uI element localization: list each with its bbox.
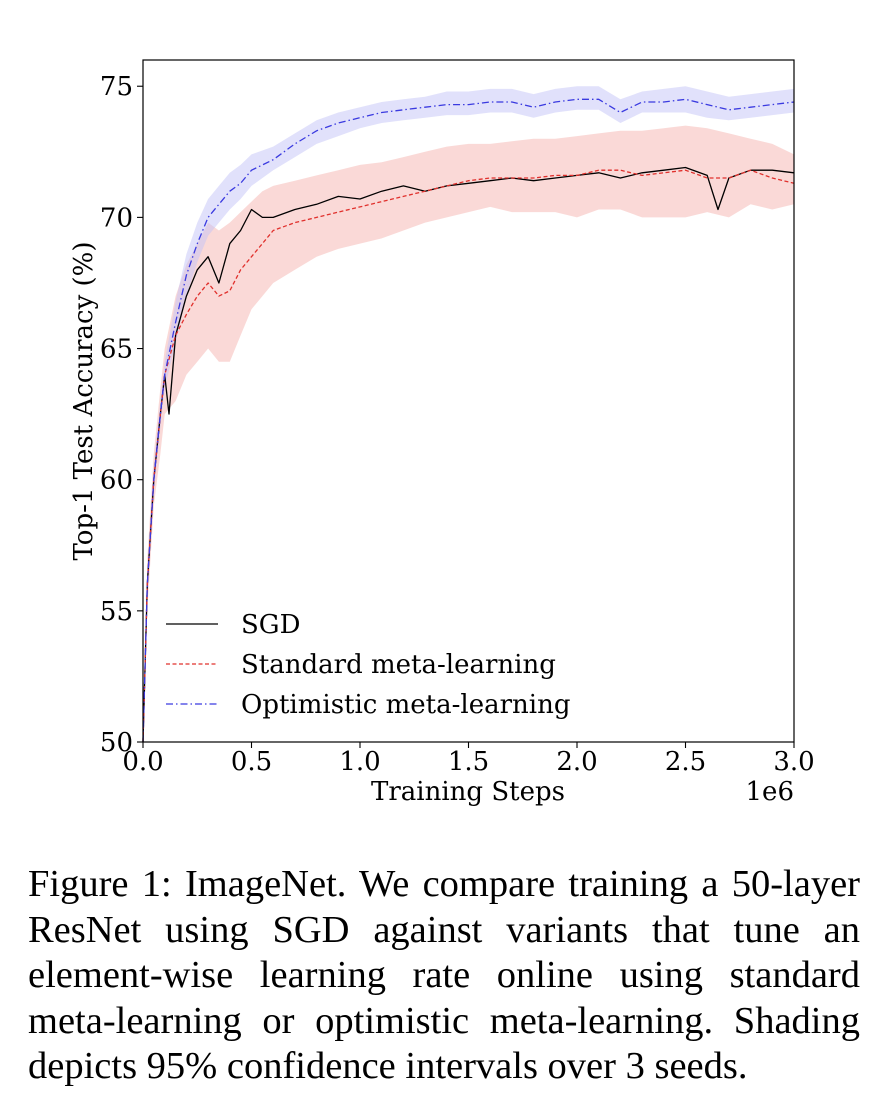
chart: 0.0 0.5 1.0 1.5 2.0 2.5 3.0 50 55 60 65 70 75 Traini… [69, 59, 815, 807]
series-line-standard-meta-learning [142, 169, 795, 743]
axis-ticks: 0.0 0.5 1.0 1.5 2.0 2.5 3.0 50 55 60 65 70 75 [100, 72, 815, 777]
series-lines [142, 98, 795, 743]
y-tick-label: 75 [100, 72, 133, 102]
y-tick-label: 65 [100, 335, 133, 365]
legend-label-optimistic-meta-learning: Optimistic meta-learning [241, 690, 570, 720]
x-tick-label: 0.5 [231, 747, 272, 777]
x-tick-label: 2.0 [556, 747, 597, 777]
figure-caption: Figure 1: ImageNet. We compare training … [28, 863, 860, 1087]
series-line-sgd [142, 166, 795, 743]
x-offset-label: 1e6 [746, 777, 794, 807]
x-tick-label: 2.5 [665, 747, 706, 777]
ci-band-standard-meta-learning [143, 125, 794, 743]
y-axis-label: Top-1 Test Accuracy (%) [69, 241, 99, 560]
x-axis-label: Training Steps [371, 777, 565, 807]
x-tick-label: 1.5 [448, 747, 489, 777]
y-tick-label: 60 [100, 466, 133, 496]
x-tick-label: 0.0 [122, 747, 163, 777]
legend-label-standard-meta-learning: Standard meta-learning [241, 650, 556, 680]
y-tick-label: 50 [100, 728, 133, 758]
legend: SGD Standard meta-learning Optimistic meta… [166, 610, 570, 720]
x-tick-label: 1.0 [339, 747, 380, 777]
x-tick-label: 3.0 [773, 747, 814, 777]
y-tick-label: 70 [100, 203, 133, 233]
y-tick-label: 55 [100, 597, 133, 627]
confidence-bands [143, 86, 794, 743]
legend-label-sgd: SGD [241, 610, 300, 640]
